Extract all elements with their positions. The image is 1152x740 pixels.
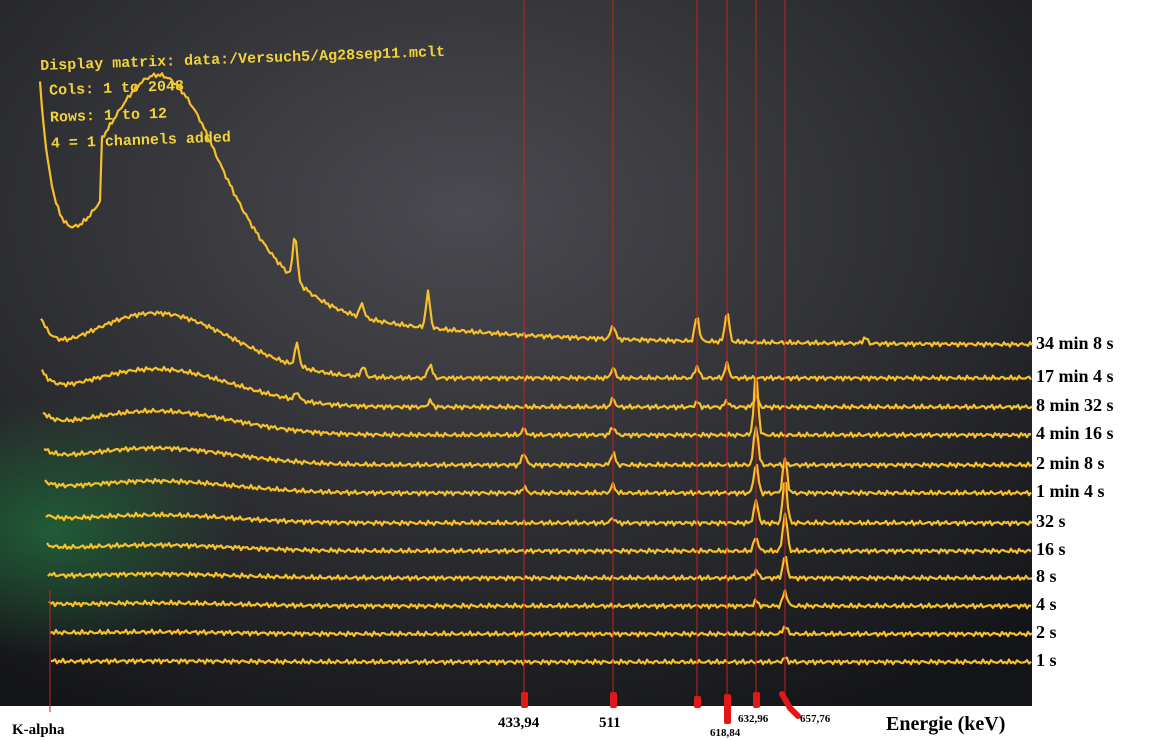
screen-line: Cols: 1 to 2048: [49, 78, 185, 100]
trace-label: 1 min 4 s: [1036, 481, 1105, 501]
trace-label: 2 s: [1036, 622, 1057, 642]
marker-tick: [724, 694, 731, 724]
marker-label: 433,94: [498, 715, 540, 731]
trace-labels: 34 min 8 s 17 min 4 s 8 min 32 s 4 min 16 s…: [1036, 333, 1114, 670]
trace-label: 8 min 32 s: [1036, 395, 1114, 415]
marker-label: 618,84: [710, 727, 741, 739]
screen-line: Rows: 1 to 12: [50, 106, 168, 127]
trace-label: 17 min 4 s: [1036, 366, 1114, 386]
marker-label: 511: [599, 715, 621, 731]
trace: [40, 310, 1032, 382]
marker-tick: [694, 696, 701, 708]
trace: [44, 457, 1032, 497]
trace: [46, 512, 1032, 555]
trace: [48, 589, 1032, 610]
marker-label: 657,76: [800, 713, 831, 725]
trace: [42, 377, 1032, 439]
axis-label: Energie (keV): [886, 713, 1005, 735]
traces: [38, 72, 1033, 666]
marker-tick: [610, 692, 617, 708]
trace-label: 32 s: [1036, 511, 1066, 531]
trace-label: 16 s: [1036, 539, 1066, 559]
trace: [43, 425, 1033, 469]
trace-label: 1 s: [1036, 650, 1057, 670]
trace: [49, 625, 1033, 638]
trace: [40, 365, 1033, 411]
marker-lines: [49, 0, 786, 712]
trace-label: 2 min 8 s: [1036, 453, 1105, 473]
trace: [45, 481, 1033, 527]
trace-label: 4 min 16 s: [1036, 423, 1114, 443]
marker-ticks: [521, 691, 801, 724]
trace: [38, 72, 1033, 348]
marker-tick: [753, 692, 760, 708]
trace-label: 34 min 8 s: [1036, 333, 1114, 353]
trace-label: 8 s: [1036, 566, 1057, 586]
marker-tick: [521, 692, 528, 708]
screen-glare: [0, 0, 1032, 706]
marker-tick: [779, 691, 801, 719]
screen-line: 4 = 1 channels added: [51, 129, 232, 152]
trace-label: 4 s: [1036, 594, 1057, 614]
marker-label: K-alpha: [12, 722, 65, 738]
trace: [50, 656, 1032, 666]
marker-label: 632,96: [738, 713, 769, 725]
trace: [47, 555, 1033, 582]
